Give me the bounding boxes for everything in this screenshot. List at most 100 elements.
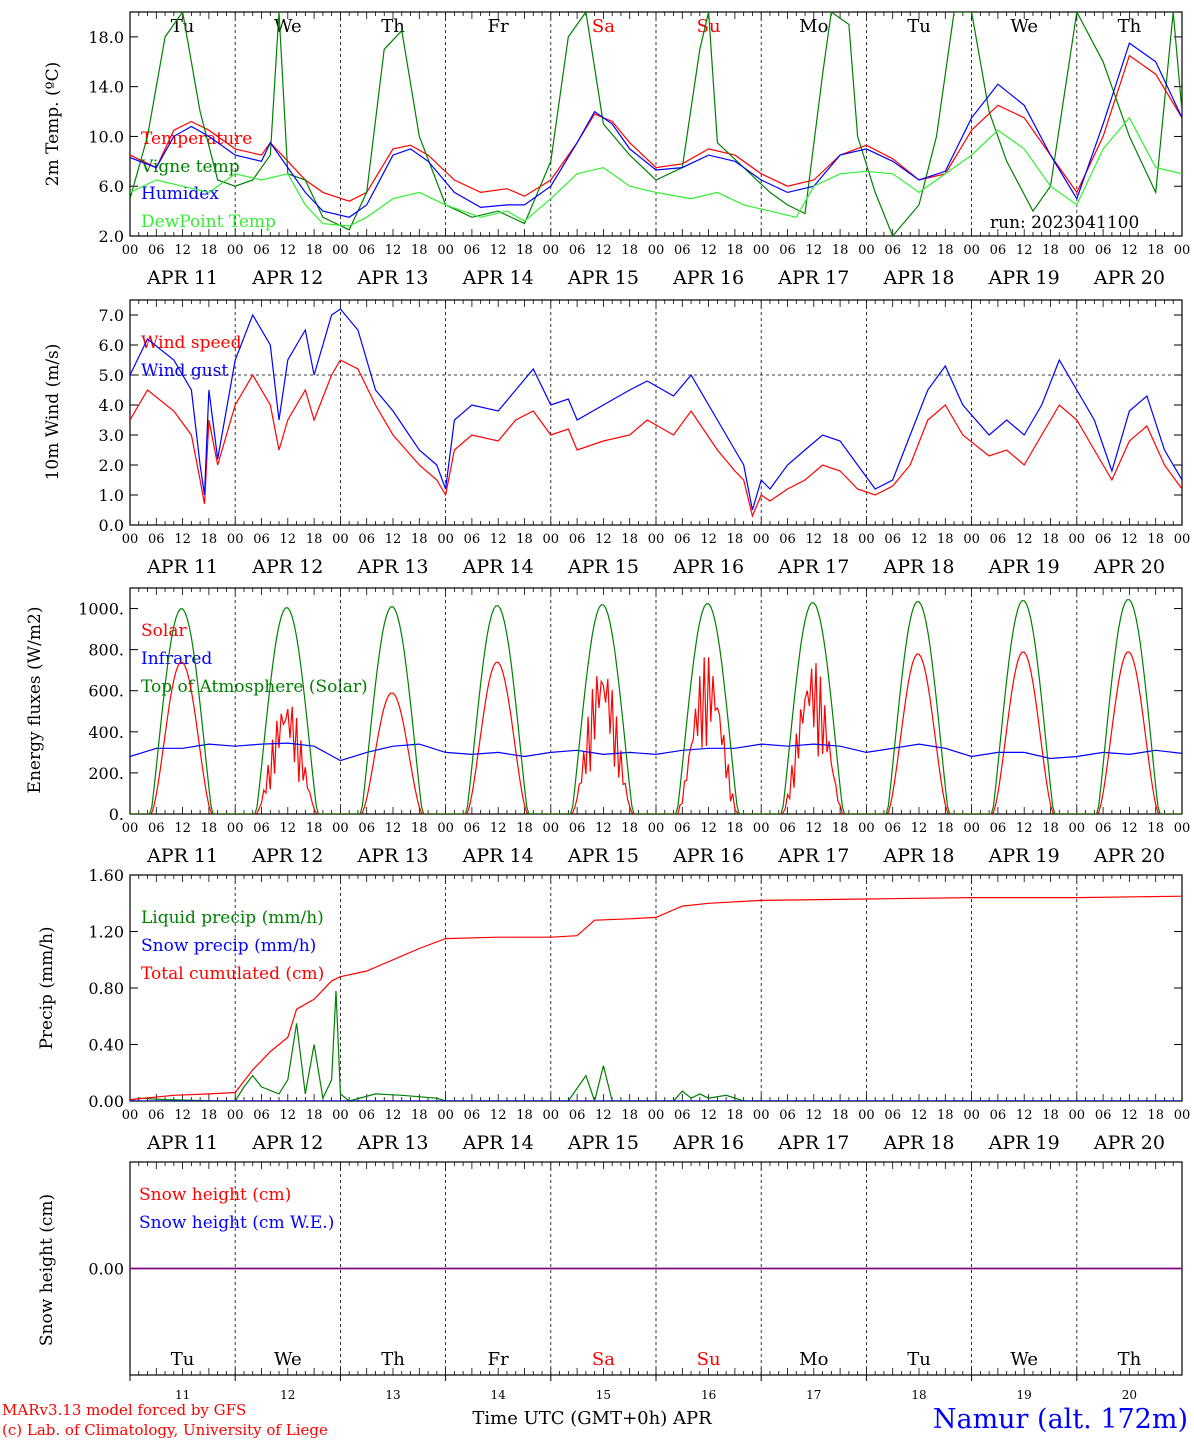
credit-line-2: (c) Lab. of Climatology, University of L… xyxy=(2,1421,328,1439)
legend-snow-height: Snow height (cm) xyxy=(139,1185,291,1205)
x-date-label: APR 19 xyxy=(988,267,1060,289)
x-date-label: APR 15 xyxy=(567,845,639,867)
x-hour-label: 00 xyxy=(648,821,665,836)
day-name-label: Tu xyxy=(171,16,195,37)
x-hour-label: 06 xyxy=(569,821,586,836)
x-hour-label: 00 xyxy=(858,243,875,258)
x-hour-label: 06 xyxy=(569,532,586,547)
x-date-label: APR 18 xyxy=(882,1132,954,1154)
wind-panel-frame xyxy=(129,299,1183,526)
day-name-label: We xyxy=(1010,16,1038,37)
y-tick-label: 0. xyxy=(109,805,124,824)
x-hour-label: 12 xyxy=(1121,1108,1138,1123)
y-tick-label: 400. xyxy=(88,723,124,742)
x-hour-label: 06 xyxy=(1095,1108,1112,1123)
x-hour-label: 18 xyxy=(516,243,533,258)
legend-humidex: Humidex xyxy=(141,184,219,204)
x-date-label: APR 13 xyxy=(356,845,428,867)
x-hour-label: 00 xyxy=(332,1108,349,1123)
x-hour-label: 06 xyxy=(990,1108,1007,1123)
day-name-label: Tu xyxy=(907,1349,931,1370)
x-hour-label: 18 xyxy=(727,532,744,547)
energy-legend: Solar Infrared Top of Atmosphere (Solar) xyxy=(141,621,368,697)
x-date-label: APR 15 xyxy=(567,267,639,289)
legend-wind-speed: Wind speed xyxy=(141,333,242,353)
day-name-label: Mo xyxy=(799,1349,828,1370)
x-hour-label: 18 xyxy=(937,243,954,258)
day-name-label: Th xyxy=(381,1349,405,1370)
x-hour-label: 00 xyxy=(122,243,139,258)
x-hour-label: 18 xyxy=(306,821,323,836)
x-date-label: APR 19 xyxy=(988,1132,1060,1154)
x-hour-label: 06 xyxy=(884,243,901,258)
x-date-label: APR 13 xyxy=(356,267,428,289)
x-hour-label: 12 xyxy=(1016,532,1033,547)
y-tick-label: 0.40 xyxy=(88,1036,124,1055)
x-hour-label: 06 xyxy=(674,532,691,547)
x-hour-label: 06 xyxy=(464,821,481,836)
x-hour-label: 00 xyxy=(1174,532,1191,547)
run-label: run: 2023041100 xyxy=(990,213,1139,233)
x-hour-label: 18 xyxy=(201,1108,218,1123)
x-hour-label: 18 xyxy=(832,243,849,258)
x-hour-label: 00 xyxy=(648,243,665,258)
y-tick-label: 1.0 xyxy=(99,486,124,505)
x-hour-label: 06 xyxy=(253,532,270,547)
x-date-label: APR 11 xyxy=(146,1132,218,1154)
x-hour-label: 18 xyxy=(201,243,218,258)
x-hour-label: 12 xyxy=(911,532,928,547)
x-hour-label: 00 xyxy=(858,532,875,547)
x-date-label: APR 11 xyxy=(146,556,218,578)
wind-legend: Wind speed Wind gust xyxy=(141,333,242,381)
legend-snow-precip: Snow precip (mm/h) xyxy=(141,936,316,956)
x-hour-label: 00 xyxy=(332,821,349,836)
day-number-label: 15 xyxy=(596,1388,611,1402)
x-hour-label: 18 xyxy=(621,821,638,836)
temperature-panel: 2m Temp. (ºC) run: 2023041100 Temperatur… xyxy=(43,11,1183,237)
x-hour-label: 00 xyxy=(227,243,244,258)
precip-legend: Liquid precip (mm/h) Snow precip (mm/h) … xyxy=(141,908,324,984)
day-name-label: Sa xyxy=(592,1349,615,1370)
y-tick-label: 0.0 xyxy=(99,516,124,535)
x-hour-label: 12 xyxy=(490,821,507,836)
x-hour-label: 00 xyxy=(648,1108,665,1123)
x-hour-label: 00 xyxy=(122,821,139,836)
series-vigne-temp-line xyxy=(130,12,1182,236)
legend-wind-gust: Wind gust xyxy=(141,361,228,381)
x-hour-label: 12 xyxy=(1121,821,1138,836)
x-hour-label: 12 xyxy=(385,243,402,258)
x-hour-label: 00 xyxy=(1174,243,1191,258)
x-hour-label: 06 xyxy=(253,243,270,258)
series-wind-gust-line xyxy=(130,308,1182,511)
x-hour-label: 12 xyxy=(595,1108,612,1123)
x-hour-label: 18 xyxy=(832,821,849,836)
x-hour-label: 06 xyxy=(464,532,481,547)
x-hour-label: 12 xyxy=(174,243,191,258)
x-hour-label: 12 xyxy=(174,821,191,836)
x-hour-label: 18 xyxy=(832,1108,849,1123)
x-hour-label: 18 xyxy=(937,821,954,836)
x-date-label: APR 16 xyxy=(672,845,744,867)
x-date-label: APR 15 xyxy=(567,556,639,578)
y-tick-label: 0.00 xyxy=(88,1092,124,1111)
x-date-label: APR 13 xyxy=(356,1132,428,1154)
x-date-label: APR 19 xyxy=(988,845,1060,867)
x-hour-label: 00 xyxy=(1174,821,1191,836)
y-tick-label: 3.0 xyxy=(99,426,124,445)
wind-y-axis-label: 10m Wind (m/s) xyxy=(43,344,63,481)
temperature-legend: Temperature Vigne temp Humidex DewPoint … xyxy=(140,129,276,232)
x-hour-label: 12 xyxy=(1016,821,1033,836)
x-date-label: APR 17 xyxy=(777,845,849,867)
snow-y-axis-label: Snow height (cm) xyxy=(37,1194,57,1346)
precip-y-axis-label: Precip (mm/h) xyxy=(37,926,57,1049)
x-date-label: APR 12 xyxy=(251,845,323,867)
x-hour-label: 06 xyxy=(569,243,586,258)
y-tick-label: 18.0 xyxy=(88,28,124,47)
x-hour-label: 00 xyxy=(122,1108,139,1123)
temperature-panel-frame xyxy=(129,11,1183,237)
x-hour-label: 00 xyxy=(332,532,349,547)
x-hour-label: 12 xyxy=(1016,1108,1033,1123)
y-tick-label: 1.20 xyxy=(88,923,124,942)
wind-panel: 10m Wind (m/s) Wind speed Wind gust xyxy=(43,299,1183,526)
